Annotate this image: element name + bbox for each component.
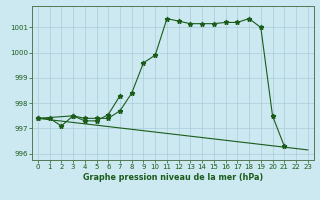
- X-axis label: Graphe pression niveau de la mer (hPa): Graphe pression niveau de la mer (hPa): [83, 173, 263, 182]
